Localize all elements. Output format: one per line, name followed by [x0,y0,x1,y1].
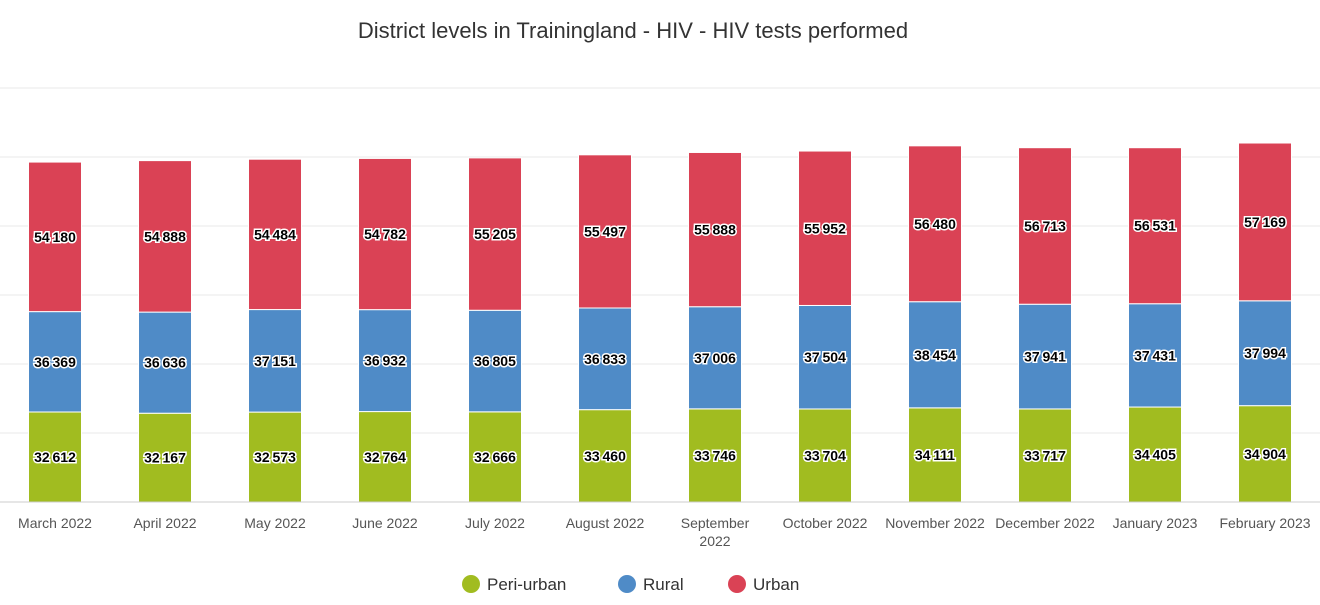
data-label: 36 369 [34,354,76,370]
data-label: 37 504 [804,349,846,365]
data-label: 37 006 [694,350,736,366]
chart-title: District levels in Trainingland - HIV - … [358,18,908,43]
gridlines [0,88,1320,433]
x-tick-label: February 2023 [1219,515,1310,531]
data-label: 54 888 [144,228,186,244]
data-label: 36 833 [584,351,626,367]
data-label: 57 169 [1244,214,1286,230]
data-label: 54 180 [34,229,76,245]
data-label: 37 994 [1244,345,1286,361]
x-tick-label: September 2022 [681,515,750,549]
data-label: 56 480 [914,216,956,232]
x-tick-label: March 2022 [18,515,92,531]
x-tick-label: April 2022 [133,515,196,531]
data-label: 55 952 [804,220,846,236]
data-label: 56 531 [1134,218,1176,234]
data-label: 36 932 [364,353,406,369]
data-label: 34 111 [915,447,955,463]
x-tick-label: January 2023 [1113,515,1198,531]
x-axis-ticks: March 2022 April 2022 May 2022 June 2022 Jul… [18,515,1311,549]
legend: Peri-urban Rural Urban [462,575,799,594]
data-label: 55 888 [694,222,736,238]
legend-item-urban[interactable]: Urban [728,575,799,594]
legend-label: Urban [753,575,799,594]
legend-label: Peri-urban [487,575,566,594]
data-label: 32 612 [34,449,76,465]
x-tick-label: June 2022 [352,515,418,531]
data-label: 38 454 [914,347,956,363]
data-label: 36 805 [474,353,516,369]
data-label: 37 941 [1024,349,1066,365]
x-tick-label: July 2022 [465,515,525,531]
x-tick-label: October 2022 [783,515,868,531]
data-label: 37 151 [254,353,296,369]
legend-swatch [728,575,746,593]
x-tick-label: May 2022 [244,515,306,531]
data-label: 32 666 [474,449,516,465]
data-labels: 32 612 36 369 54 180 32 167 36 636 54 888 32 5… [34,214,1286,466]
bars [29,143,1292,502]
x-tick-label: December 2022 [995,515,1095,531]
legend-item-rural[interactable]: Rural [618,575,684,594]
data-label: 34 405 [1134,447,1176,463]
data-label: 56 713 [1024,218,1066,234]
data-label: 33 746 [694,447,736,463]
legend-item-peri-urban[interactable]: Peri-urban [462,575,566,594]
data-label: 55 497 [584,223,626,239]
x-tick-label: August 2022 [566,515,645,531]
legend-swatch [618,575,636,593]
legend-label: Rural [643,575,684,594]
data-label: 32 573 [254,449,296,465]
data-label: 33 704 [804,447,846,463]
data-label: 54 484 [254,226,296,242]
legend-swatch [462,575,480,593]
data-label: 33 717 [1024,447,1066,463]
data-label: 34 904 [1244,446,1286,462]
data-label: 33 460 [584,448,626,464]
data-label: 37 431 [1134,347,1176,363]
data-label: 32 167 [144,450,186,466]
data-label: 36 636 [144,355,186,371]
x-tick-label: November 2022 [885,515,985,531]
data-label: 54 782 [364,226,406,242]
data-label: 55 205 [474,226,516,242]
data-label: 32 764 [364,449,406,465]
